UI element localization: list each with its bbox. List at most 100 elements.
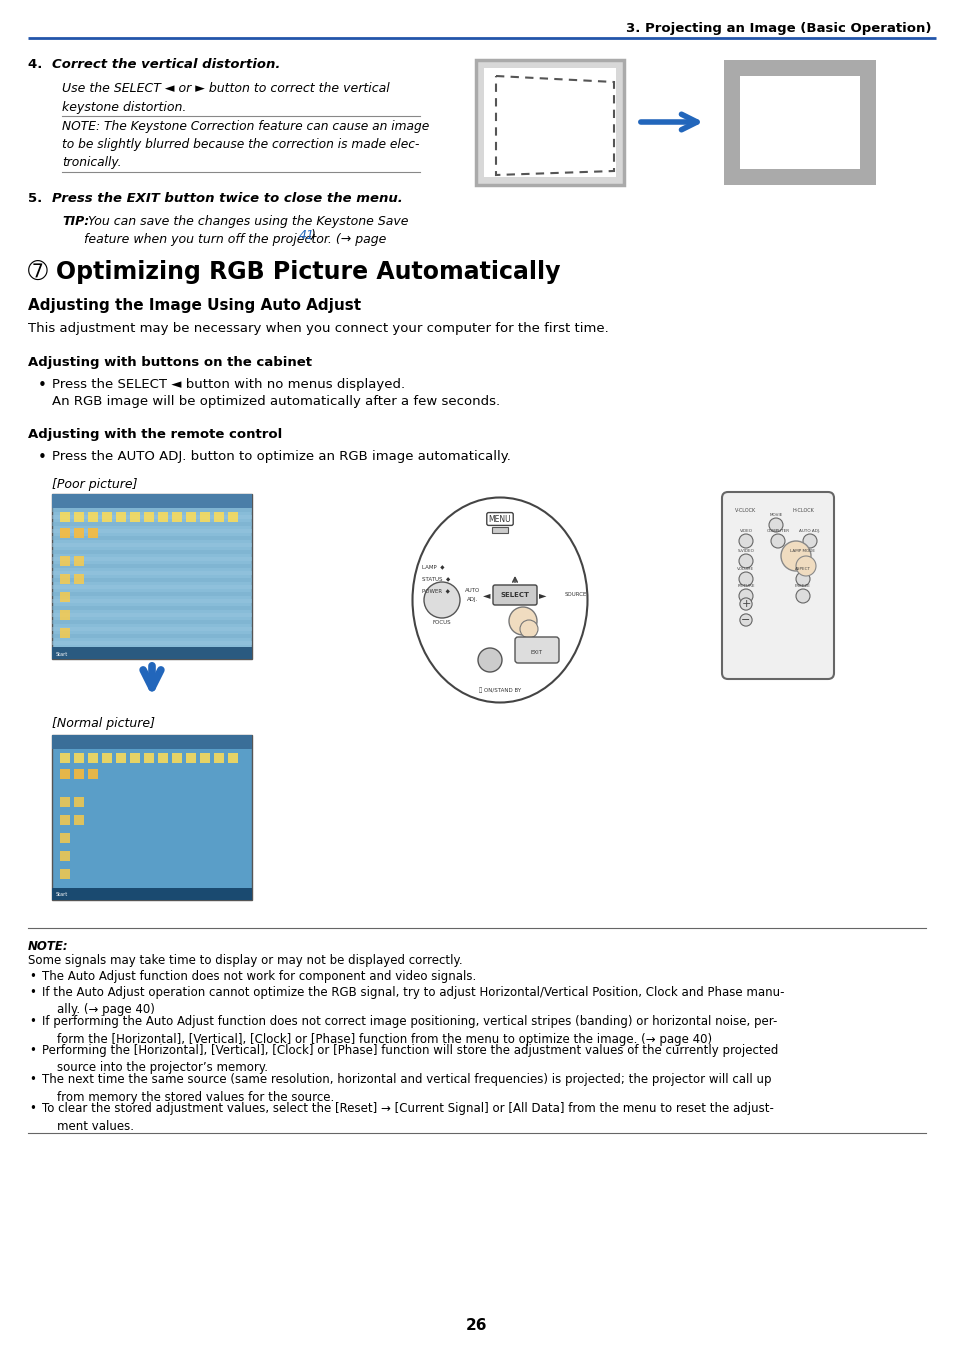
Text: MENU: MENU [488, 515, 511, 523]
Text: 41: 41 [298, 229, 314, 243]
Text: ►: ► [538, 590, 546, 600]
Text: ◄: ◄ [483, 590, 490, 600]
Text: Some signals may take time to display or may not be displayed correctly.: Some signals may take time to display or… [28, 954, 462, 967]
Bar [52, 627, 252, 631]
Bar [158, 512, 168, 522]
Bar [130, 512, 140, 522]
Text: STATUS  ◆: STATUS ◆ [421, 577, 450, 581]
Bar [52, 550, 252, 554]
Bar [186, 754, 195, 763]
Text: •: • [30, 971, 41, 983]
Bar [476, 61, 623, 185]
Text: VOLUME: VOLUME [737, 568, 754, 572]
Circle shape [739, 554, 752, 568]
Bar [144, 754, 153, 763]
Ellipse shape [412, 497, 587, 702]
Text: SELECT: SELECT [500, 592, 529, 599]
FancyBboxPatch shape [721, 492, 833, 679]
Text: •: • [30, 1103, 41, 1115]
Bar [52, 493, 252, 497]
Bar [52, 642, 252, 644]
Bar [200, 754, 210, 763]
Bar [74, 768, 84, 779]
Text: 3. Projecting an Image (Basic Operation): 3. Projecting an Image (Basic Operation) [626, 22, 931, 35]
Text: PICTURE: PICTURE [737, 584, 754, 588]
Circle shape [739, 589, 752, 603]
Text: FOCUS: FOCUS [433, 620, 451, 625]
Bar [158, 754, 168, 763]
Text: 5.: 5. [28, 191, 51, 205]
Bar [52, 537, 252, 539]
Circle shape [795, 589, 809, 603]
Bar [228, 512, 237, 522]
Text: Correct the vertical distortion.: Correct the vertical distortion. [52, 58, 280, 71]
Bar [60, 592, 70, 603]
Bar [52, 648, 252, 651]
Bar [88, 528, 98, 538]
Bar [52, 735, 252, 749]
Text: FREEZE: FREEZE [794, 584, 810, 588]
Text: MOVIE: MOVIE [768, 514, 781, 518]
Bar [52, 515, 252, 519]
Text: •: • [38, 377, 47, 394]
Bar [213, 512, 224, 522]
Text: ADJ.: ADJ. [467, 597, 478, 603]
Text: Start: Start [56, 651, 69, 656]
Bar [52, 888, 252, 900]
Text: •: • [30, 1073, 41, 1086]
Text: NOTE: The Keystone Correction feature can cause an image
to be slightly blurred : NOTE: The Keystone Correction feature ca… [62, 120, 429, 168]
Bar [52, 607, 252, 609]
Bar [52, 585, 252, 589]
Bar [52, 522, 252, 526]
Bar [74, 797, 84, 807]
Bar [74, 512, 84, 522]
Bar [52, 634, 252, 638]
Bar [60, 797, 70, 807]
Bar [492, 527, 507, 532]
Bar [52, 647, 252, 659]
Circle shape [795, 555, 815, 576]
Bar [60, 555, 70, 566]
Bar [52, 578, 252, 581]
Text: This adjustment may be necessary when you connect your computer for the first ti: This adjustment may be necessary when yo… [28, 322, 608, 336]
Bar [52, 735, 252, 900]
Text: Use the SELECT ◄ or ► button to correct the vertical
keystone distortion.: Use the SELECT ◄ or ► button to correct … [62, 82, 390, 113]
Text: TIP:: TIP: [62, 214, 90, 228]
Text: LAMP MODE: LAMP MODE [790, 549, 815, 553]
Bar [52, 592, 252, 596]
Text: SOURCE: SOURCE [564, 593, 587, 597]
Bar [52, 528, 252, 532]
Circle shape [781, 541, 810, 572]
Bar [213, 754, 224, 763]
Text: S-VIDEO: S-VIDEO [737, 549, 754, 553]
Text: H-CLOCK: H-CLOCK [791, 507, 813, 512]
Text: The Auto Adjust function does not work for component and video signals.: The Auto Adjust function does not work f… [42, 971, 476, 983]
Text: V-CLOCK: V-CLOCK [735, 507, 756, 512]
Text: EXIT: EXIT [531, 650, 542, 655]
Circle shape [795, 554, 809, 568]
Bar [60, 851, 70, 861]
Bar [740, 75, 859, 168]
Bar [52, 620, 252, 624]
Bar [52, 493, 252, 508]
Bar [74, 528, 84, 538]
Bar [116, 512, 126, 522]
Bar [102, 512, 112, 522]
Text: To clear the stored adjustment values, select the [Reset] → [Current Signal] or : To clear the stored adjustment values, s… [42, 1103, 773, 1132]
Text: [Poor picture]: [Poor picture] [52, 479, 137, 491]
Text: The next time the same source (same resolution, horizontal and vertical frequenc: The next time the same source (same reso… [42, 1073, 771, 1104]
Text: Press the SELECT ◄ button with no menus displayed.: Press the SELECT ◄ button with no menus … [52, 377, 405, 391]
Bar [74, 754, 84, 763]
Circle shape [739, 534, 752, 549]
Bar [60, 754, 70, 763]
Bar [483, 67, 616, 177]
Bar [186, 512, 195, 522]
Bar [130, 754, 140, 763]
FancyBboxPatch shape [515, 638, 558, 663]
Bar [60, 611, 70, 620]
Bar [88, 754, 98, 763]
Text: Adjusting with buttons on the cabinet: Adjusting with buttons on the cabinet [28, 356, 312, 369]
Circle shape [739, 572, 752, 586]
Bar [52, 557, 252, 561]
Text: POWER  ◆: POWER ◆ [421, 589, 450, 593]
